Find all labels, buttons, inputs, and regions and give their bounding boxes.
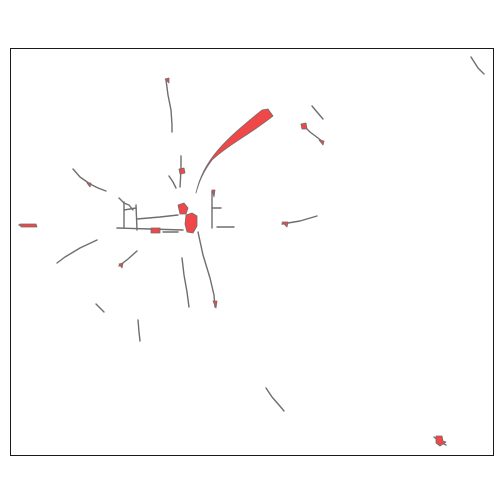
road-network [18,56,485,446]
area-feature [118,262,124,269]
road-segment [95,303,105,313]
road-segment [265,387,285,412]
road-segment [181,257,190,308]
area-feature [435,435,447,447]
road-segment [197,231,216,308]
area-feature [184,212,198,234]
area-feature [281,221,289,228]
area-feature [195,108,274,194]
road-segment [311,105,324,120]
area-feature [150,227,161,234]
area-feature [178,167,186,175]
road-segment [135,204,138,231]
road-segment [56,239,98,264]
road-segment [72,168,107,192]
area-feature [177,202,189,215]
area-feature [211,189,216,198]
road-segment [165,79,173,133]
area-features [19,77,447,447]
road-segment [123,207,137,211]
area-feature [212,300,218,309]
road-segment [136,214,179,220]
road-segment [168,175,177,189]
map-frame [10,48,494,456]
road-segment [116,227,184,231]
road-segment [137,319,141,342]
area-feature [19,223,38,228]
area-feature [86,182,92,188]
road-segment [470,56,485,75]
area-feature [164,77,170,84]
road-segment [118,197,134,211]
area-feature [300,122,308,130]
area-feature [318,139,325,146]
